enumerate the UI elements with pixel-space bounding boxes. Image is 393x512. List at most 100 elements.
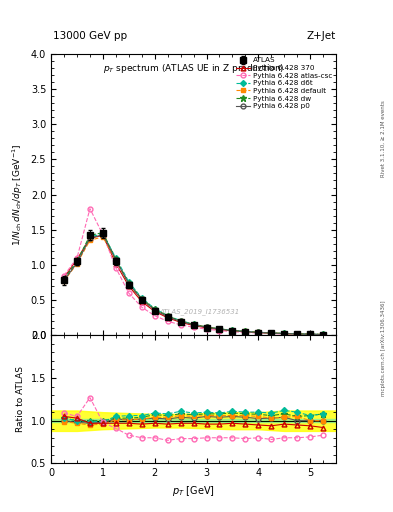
Line: Pythia 6.428 dw: Pythia 6.428 dw (61, 229, 326, 337)
Line: Pythia 6.428 default: Pythia 6.428 default (62, 234, 325, 336)
Pythia 6.428 d6t (140, 295, 144, 301)
Pythia 6.428 p0 (295, 331, 299, 337)
Pythia 6.428 370 (75, 256, 79, 262)
Text: Z+Jet: Z+Jet (307, 31, 336, 41)
Pythia 6.428 dw (295, 331, 299, 337)
Pythia 6.428 dw (217, 326, 222, 332)
Pythia 6.428 atlas-csc (114, 265, 118, 271)
Pythia 6.428 dw (75, 259, 79, 265)
Pythia 6.428 370 (62, 274, 66, 281)
Pythia 6.428 d6t (295, 331, 299, 337)
Pythia 6.428 d6t (127, 279, 131, 285)
Pythia 6.428 370 (165, 315, 170, 321)
Pythia 6.428 p0 (191, 322, 196, 328)
Pythia 6.428 atlas-csc (101, 231, 105, 238)
Pythia 6.428 default (165, 313, 170, 319)
X-axis label: $p_T$ [GeV]: $p_T$ [GeV] (172, 484, 215, 498)
Pythia 6.428 atlas-csc (178, 322, 183, 328)
Pythia 6.428 d6t (230, 327, 235, 333)
Pythia 6.428 d6t (165, 312, 170, 318)
Pythia 6.428 d6t (88, 233, 92, 240)
Pythia 6.428 dw (165, 313, 170, 319)
Pythia 6.428 dw (243, 328, 248, 334)
Line: Pythia 6.428 atlas-csc: Pythia 6.428 atlas-csc (62, 206, 325, 337)
Pythia 6.428 370 (295, 331, 299, 337)
Pythia 6.428 dw (101, 229, 105, 236)
Pythia 6.428 default (101, 233, 105, 240)
Pythia 6.428 d6t (217, 326, 222, 332)
Pythia 6.428 p0 (282, 330, 286, 336)
Line: Pythia 6.428 d6t: Pythia 6.428 d6t (62, 232, 325, 336)
Pythia 6.428 dw (114, 256, 118, 262)
Pythia 6.428 dw (140, 296, 144, 302)
Pythia 6.428 dw (256, 329, 261, 335)
Pythia 6.428 dw (191, 322, 196, 328)
Pythia 6.428 p0 (165, 314, 170, 320)
Pythia 6.428 p0 (217, 326, 222, 332)
Pythia 6.428 dw (230, 327, 235, 333)
Pythia 6.428 atlas-csc (217, 328, 222, 334)
Pythia 6.428 d6t (75, 259, 79, 265)
Pythia 6.428 default (217, 326, 222, 332)
Pythia 6.428 atlas-csc (282, 331, 286, 337)
Pythia 6.428 370 (256, 330, 261, 336)
Pythia 6.428 d6t (152, 306, 157, 312)
Pythia 6.428 default (127, 281, 131, 287)
Pythia 6.428 d6t (321, 331, 325, 337)
Pythia 6.428 default (114, 258, 118, 264)
Pythia 6.428 default (191, 322, 196, 328)
Pythia 6.428 default (178, 318, 183, 324)
Pythia 6.428 dw (321, 331, 325, 337)
Pythia 6.428 p0 (321, 331, 325, 337)
Pythia 6.428 370 (308, 331, 312, 337)
Pythia 6.428 370 (127, 283, 131, 289)
Pythia 6.428 p0 (269, 330, 274, 336)
Legend: ATLAS, Pythia 6.428 370, Pythia 6.428 atlas-csc, Pythia 6.428 d6t, Pythia 6.428 : ATLAS, Pythia 6.428 370, Pythia 6.428 at… (234, 56, 334, 111)
Pythia 6.428 atlas-csc (204, 326, 209, 332)
Pythia 6.428 p0 (256, 329, 261, 335)
Pythia 6.428 p0 (75, 260, 79, 266)
Text: mcplots.cern.ch [arXiv:1306.3436]: mcplots.cern.ch [arXiv:1306.3436] (381, 301, 386, 396)
Text: Rivet 3.1.10, ≥ 2.1M events: Rivet 3.1.10, ≥ 2.1M events (381, 100, 386, 177)
Pythia 6.428 370 (101, 232, 105, 239)
Pythia 6.428 d6t (256, 329, 261, 335)
Pythia 6.428 atlas-csc (256, 330, 261, 336)
Pythia 6.428 dw (178, 318, 183, 324)
Pythia 6.428 atlas-csc (230, 329, 235, 335)
Pythia 6.428 default (321, 331, 325, 337)
Y-axis label: Ratio to ATLAS: Ratio to ATLAS (16, 367, 25, 432)
Pythia 6.428 p0 (204, 324, 209, 330)
Pythia 6.428 p0 (230, 328, 235, 334)
Pythia 6.428 d6t (204, 324, 209, 330)
Pythia 6.428 p0 (178, 318, 183, 325)
Pythia 6.428 d6t (62, 276, 66, 282)
Pythia 6.428 dw (269, 330, 274, 336)
Pythia 6.428 atlas-csc (140, 304, 144, 310)
Pythia 6.428 p0 (88, 235, 92, 241)
Pythia 6.428 d6t (114, 255, 118, 261)
Pythia 6.428 atlas-csc (269, 331, 274, 337)
Pythia 6.428 370 (321, 331, 325, 337)
Line: Pythia 6.428 p0: Pythia 6.428 p0 (62, 232, 325, 337)
Pythia 6.428 p0 (152, 307, 157, 313)
Pythia 6.428 370 (243, 329, 248, 335)
Pythia 6.428 370 (191, 323, 196, 329)
Pythia 6.428 atlas-csc (152, 312, 157, 318)
Pythia 6.428 dw (152, 306, 157, 312)
Pythia 6.428 p0 (114, 257, 118, 263)
Text: $p_T$ spectrum (ATLAS UE in Z production): $p_T$ spectrum (ATLAS UE in Z production… (103, 62, 284, 75)
Pythia 6.428 p0 (62, 278, 66, 284)
Pythia 6.428 atlas-csc (191, 324, 196, 330)
Pythia 6.428 default (243, 328, 248, 334)
Pythia 6.428 default (308, 331, 312, 337)
Pythia 6.428 default (269, 330, 274, 336)
Pythia 6.428 atlas-csc (75, 255, 79, 261)
Pythia 6.428 370 (269, 330, 274, 336)
Pythia 6.428 d6t (308, 331, 312, 337)
Text: 13000 GeV pp: 13000 GeV pp (53, 31, 127, 41)
Pythia 6.428 dw (88, 232, 92, 239)
Pythia 6.428 d6t (282, 330, 286, 336)
Pythia 6.428 370 (88, 235, 92, 241)
Pythia 6.428 370 (114, 261, 118, 267)
Y-axis label: $1/N_\mathrm{ch}\,dN_\mathrm{ch}/dp_T\;[\mathrm{GeV}^{-1}]$: $1/N_\mathrm{ch}\,dN_\mathrm{ch}/dp_T\;[… (11, 143, 25, 246)
